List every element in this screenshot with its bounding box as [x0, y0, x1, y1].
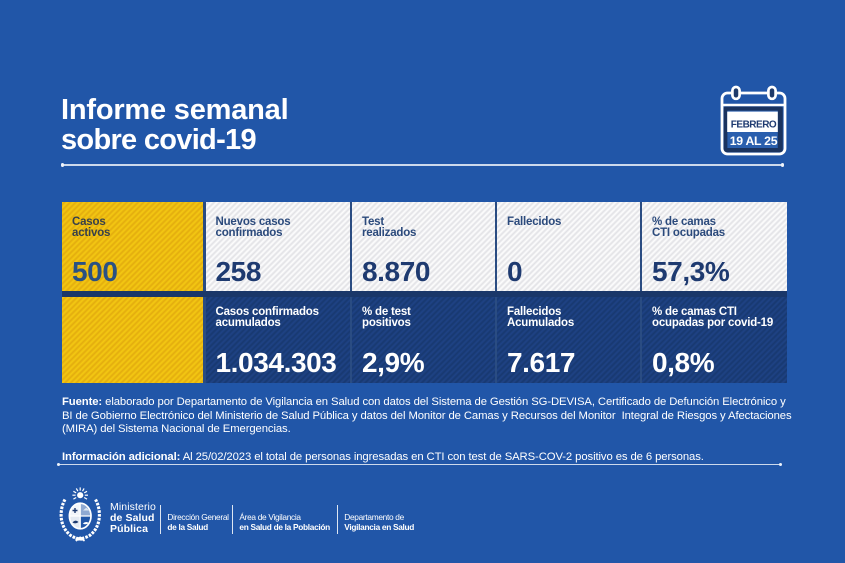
svg-text:FEBRERO: FEBRERO: [731, 119, 777, 130]
svg-text:19 AL 25: 19 AL 25: [730, 134, 778, 148]
